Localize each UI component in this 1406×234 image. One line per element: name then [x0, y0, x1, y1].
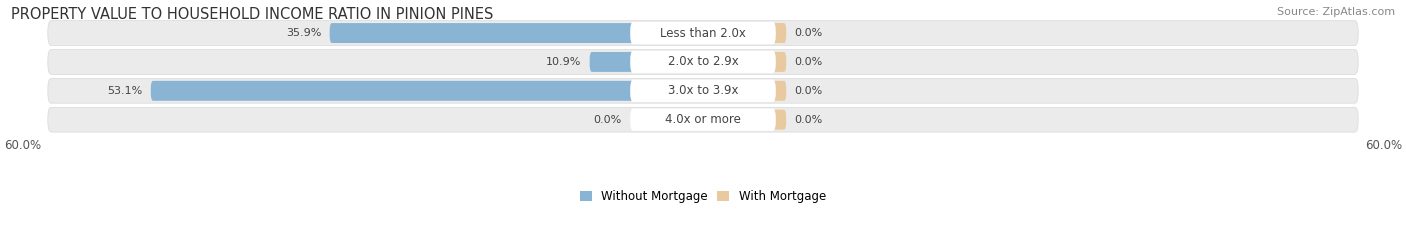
Text: Source: ZipAtlas.com: Source: ZipAtlas.com — [1277, 7, 1395, 17]
FancyBboxPatch shape — [630, 22, 776, 44]
FancyBboxPatch shape — [630, 80, 776, 102]
FancyBboxPatch shape — [703, 23, 786, 43]
Text: 0.0%: 0.0% — [794, 115, 823, 125]
Text: 0.0%: 0.0% — [794, 28, 823, 38]
Text: 60.0%: 60.0% — [1365, 139, 1402, 152]
FancyBboxPatch shape — [589, 52, 703, 72]
FancyBboxPatch shape — [150, 81, 703, 101]
Text: 53.1%: 53.1% — [107, 86, 142, 96]
FancyBboxPatch shape — [48, 21, 1358, 45]
FancyBboxPatch shape — [48, 50, 1358, 74]
Text: 0.0%: 0.0% — [794, 57, 823, 67]
Text: 60.0%: 60.0% — [4, 139, 41, 152]
FancyBboxPatch shape — [703, 52, 786, 72]
FancyBboxPatch shape — [703, 81, 786, 101]
FancyBboxPatch shape — [48, 107, 1358, 132]
Text: 10.9%: 10.9% — [546, 57, 581, 67]
Text: 35.9%: 35.9% — [285, 28, 322, 38]
Text: 3.0x to 3.9x: 3.0x to 3.9x — [668, 84, 738, 97]
Text: PROPERTY VALUE TO HOUSEHOLD INCOME RATIO IN PINION PINES: PROPERTY VALUE TO HOUSEHOLD INCOME RATIO… — [11, 7, 494, 22]
FancyBboxPatch shape — [48, 78, 1358, 103]
Text: 0.0%: 0.0% — [593, 115, 621, 125]
Text: 4.0x or more: 4.0x or more — [665, 113, 741, 126]
FancyBboxPatch shape — [630, 109, 776, 131]
FancyBboxPatch shape — [630, 51, 776, 73]
Text: Less than 2.0x: Less than 2.0x — [659, 26, 747, 40]
FancyBboxPatch shape — [703, 110, 786, 130]
Text: 0.0%: 0.0% — [794, 86, 823, 96]
FancyBboxPatch shape — [329, 23, 703, 43]
Text: 2.0x to 2.9x: 2.0x to 2.9x — [668, 55, 738, 68]
Legend: Without Mortgage, With Mortgage: Without Mortgage, With Mortgage — [575, 185, 831, 208]
